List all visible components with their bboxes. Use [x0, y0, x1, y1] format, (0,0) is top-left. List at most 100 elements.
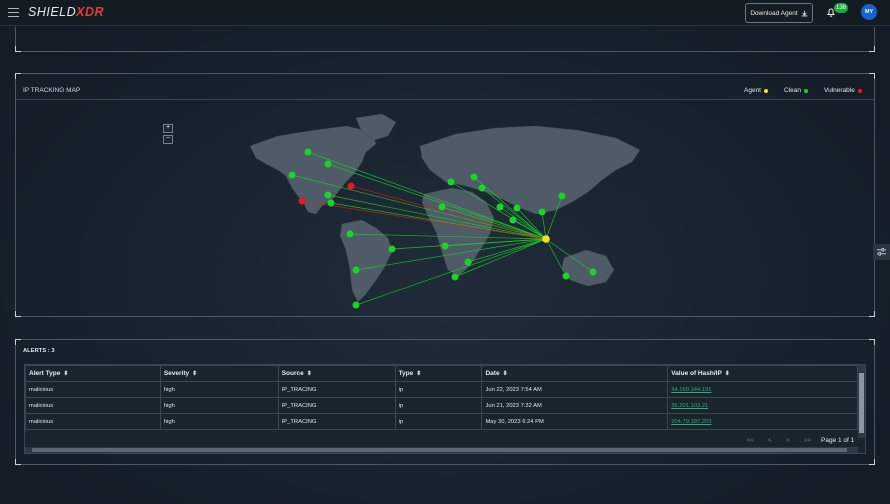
clean-ip-marker[interactable]	[513, 204, 521, 212]
scrollbar-thumb[interactable]	[32, 448, 847, 452]
ip-link[interactable]: 35.201.103.21	[671, 402, 709, 409]
cell-date: Jun 22, 2023 7:54 AM	[481, 381, 669, 398]
connection-line	[499, 206, 547, 240]
column-header-label: Severity	[163, 370, 190, 377]
zoom-in-button[interactable]: +	[163, 124, 173, 133]
panel-corner	[15, 339, 21, 345]
column-header-type[interactable]: Type ⬍	[394, 365, 483, 382]
avatar[interactable]: MY	[861, 4, 877, 20]
sort-icon[interactable]: ⬍	[416, 371, 422, 377]
cell-severity: high	[159, 413, 279, 430]
sort-icon[interactable]: ⬍	[63, 371, 69, 377]
clean-ip-marker[interactable]	[589, 268, 597, 276]
column-header-date[interactable]: Date ⬍	[481, 365, 669, 382]
settings-sliders-icon[interactable]	[873, 244, 890, 260]
ip-link[interactable]: 34.160.144.191	[671, 386, 712, 393]
cell-alert-type: malicious	[25, 381, 161, 398]
logo-text-accent: XDR	[76, 5, 105, 19]
map-header: IP TRACKING MAP Agent Clean Vulnerable	[16, 74, 874, 100]
clean-ip-marker[interactable]	[288, 171, 296, 179]
sort-icon[interactable]: ⬍	[502, 371, 508, 377]
clean-ip-marker[interactable]	[352, 301, 360, 309]
vulnerable-ip-marker[interactable]	[347, 182, 355, 190]
connection-line	[473, 176, 547, 240]
column-header-label: Alert Type	[29, 370, 61, 377]
clean-ip-marker[interactable]	[352, 266, 360, 274]
clean-ip-marker[interactable]	[304, 148, 312, 156]
top-bar: SHIELDXDR Download Agent 138 MY	[0, 0, 890, 26]
panel-corner	[869, 46, 875, 52]
prev-page-button[interactable]: <	[768, 438, 772, 444]
cell-source: IP_TRACING	[277, 413, 396, 430]
scrollbar-thumb[interactable]	[859, 373, 864, 433]
south-america-shape	[339, 219, 393, 303]
panel-corner	[15, 459, 21, 465]
page-indicator: Page 1 of 1	[821, 437, 855, 444]
clean-ip-marker[interactable]	[438, 203, 446, 211]
clean-ip-marker[interactable]	[441, 242, 449, 250]
next-page-button[interactable]: >	[786, 438, 790, 444]
top-panel	[15, 27, 875, 52]
connection-line	[350, 185, 547, 240]
cell-value: 204.79.197.203	[667, 413, 858, 430]
clean-ip-marker[interactable]	[558, 192, 566, 200]
cell-value: 34.160.144.191	[667, 381, 858, 398]
clean-ip-marker[interactable]	[538, 208, 546, 216]
ip-tracking-map-panel: IP TRACKING MAP Agent Clean Vulnerable +…	[15, 73, 875, 317]
column-header-alert-type[interactable]: Alert Type ⬍	[25, 365, 161, 382]
agent-marker[interactable]	[542, 235, 550, 243]
column-header-value[interactable]: Value of Hash/IP ⬍	[667, 365, 858, 382]
first-page-button[interactable]: <<	[747, 438, 755, 444]
cell-source: IP_TRACING	[277, 397, 396, 414]
clean-ip-marker[interactable]	[327, 199, 335, 207]
greenland-shape	[355, 113, 397, 141]
bell-icon[interactable]	[826, 7, 836, 17]
column-header-severity[interactable]: Severity ⬍	[159, 365, 279, 382]
horizontal-scrollbar[interactable]	[25, 447, 858, 453]
ip-link[interactable]: 204.79.197.203	[671, 418, 712, 425]
connection-line	[481, 187, 547, 240]
cell-alert-type: malicious	[25, 413, 161, 430]
clean-ip-marker[interactable]	[388, 245, 396, 253]
clean-ip-marker[interactable]	[478, 184, 486, 192]
connection-line	[349, 233, 547, 240]
clean-ip-marker[interactable]	[346, 230, 354, 238]
logo[interactable]: SHIELDXDR	[28, 5, 104, 19]
column-header-source[interactable]: Source ⬍	[277, 365, 396, 382]
world-map[interactable]	[16, 100, 874, 315]
download-agent-button[interactable]: Download Agent	[745, 3, 813, 23]
sort-icon[interactable]: ⬍	[724, 371, 730, 377]
panel-corner	[869, 339, 875, 345]
connection-line	[327, 163, 547, 240]
clean-ip-marker[interactable]	[451, 273, 459, 281]
clean-ip-marker[interactable]	[470, 173, 478, 181]
table-row: malicious high IP_TRACING ip Jun 21, 202…	[25, 397, 858, 414]
sort-icon[interactable]: ⬍	[306, 371, 312, 377]
clean-ip-marker[interactable]	[496, 203, 504, 211]
connection-line	[444, 238, 547, 247]
vertical-scrollbar[interactable]	[858, 365, 865, 438]
clean-ip-marker[interactable]	[324, 191, 332, 199]
clean-ip-marker[interactable]	[509, 216, 517, 224]
map-points	[288, 148, 597, 309]
panel-corner	[869, 459, 875, 465]
sort-icon[interactable]: ⬍	[192, 371, 198, 377]
clean-ip-marker[interactable]	[447, 178, 455, 186]
vulnerable-ip-marker[interactable]	[298, 197, 306, 205]
legend-dot-vulnerable	[857, 88, 862, 93]
last-page-button[interactable]: >>	[804, 438, 812, 444]
clean-ip-marker[interactable]	[562, 272, 570, 280]
table-row: malicious high IP_TRACING ip Jun 22, 202…	[25, 381, 858, 398]
alerts-table: Alert Type ⬍ Severity ⬍ Source ⬍ Type ⬍ Date…	[25, 365, 858, 430]
menu-icon[interactable]	[8, 8, 19, 17]
panel-corner	[15, 311, 21, 317]
clean-ip-marker[interactable]	[324, 160, 332, 168]
clean-ip-marker[interactable]	[464, 258, 472, 266]
connection-line	[545, 195, 563, 240]
zoom-out-button[interactable]: −	[163, 135, 173, 144]
connection-line	[512, 219, 547, 240]
connection-line	[355, 238, 547, 271]
connection-line	[454, 238, 547, 278]
connection-line	[307, 151, 547, 240]
panel-corner	[869, 73, 875, 79]
